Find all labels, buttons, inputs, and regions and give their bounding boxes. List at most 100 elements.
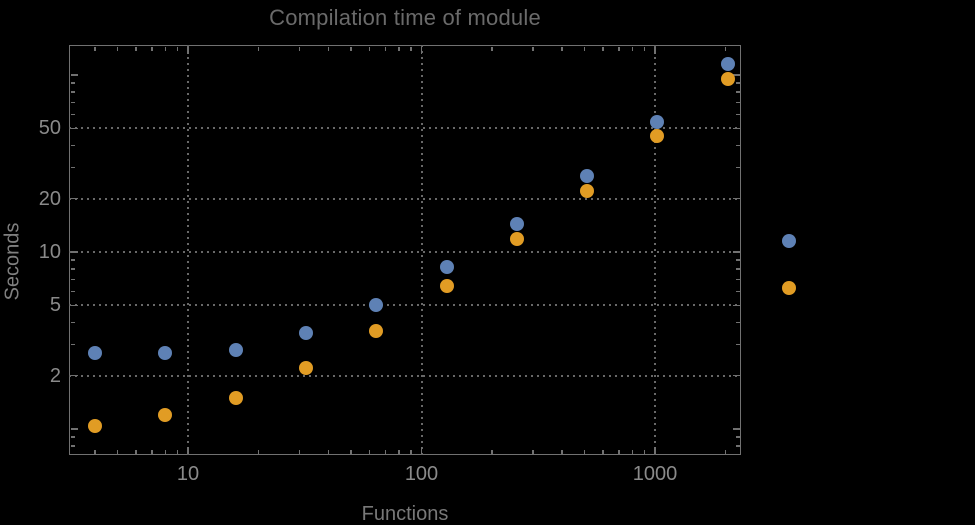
gridline-x-10 [187, 45, 189, 455]
x-minor-tick-5 [116, 46, 119, 51]
x-minor-tick-200 [491, 449, 493, 454]
x-minor-tick-40 [327, 46, 330, 51]
y-major-tick-50 [70, 127, 78, 130]
y-minor-tick-0.8 [735, 445, 740, 447]
x-minor-tick-40 [327, 449, 330, 454]
data-point-orange [720, 71, 735, 86]
gridline-y-5 [69, 304, 741, 307]
x-minor-tick-900 [643, 46, 646, 51]
x-minor-tick-20 [257, 46, 260, 51]
y-minor-tick-0.9 [70, 436, 75, 438]
y-major-tick-50 [732, 127, 740, 130]
y-minor-tick-40 [70, 144, 75, 147]
data-point-orange [158, 407, 173, 422]
y-minor-tick-90 [735, 82, 740, 84]
data-point-orange [298, 361, 313, 376]
y-minor-tick-60 [70, 113, 75, 116]
data-point-orange [650, 129, 665, 144]
x-minor-tick-7 [151, 46, 153, 51]
data-point-orange [439, 279, 454, 294]
y-minor-tick-0.8 [70, 445, 75, 447]
data-point-blue [509, 216, 524, 231]
x-major-tick-100 [420, 446, 423, 454]
x-minor-tick-70 [384, 449, 387, 454]
x-axis-label: Functions [361, 503, 449, 525]
y-tick-label-5: 5 [49, 294, 61, 317]
y-minor-tick-8 [735, 268, 740, 270]
x-major-tick-100 [420, 46, 423, 54]
x-minor-tick-9 [176, 449, 179, 454]
y-minor-tick-80 [735, 91, 740, 93]
legend-marker-blue [782, 234, 796, 248]
x-minor-tick-2000 [724, 449, 727, 454]
y-tick-label-20: 20 [38, 187, 61, 210]
y-tick-label-10: 10 [38, 241, 61, 263]
x-minor-tick-600 [602, 449, 604, 454]
gridline-y-10 [69, 251, 741, 253]
y-decade-tick-1 [732, 428, 740, 430]
x-minor-tick-4 [94, 46, 96, 51]
x-minor-tick-900 [643, 449, 646, 454]
data-point-orange [580, 184, 595, 199]
y-tick-label-50: 50 [38, 117, 61, 140]
data-point-blue [650, 115, 665, 130]
x-minor-tick-90 [410, 46, 412, 51]
y-major-tick-5 [70, 304, 78, 307]
y-minor-tick-40 [735, 144, 740, 147]
x-minor-tick-50 [350, 449, 352, 454]
x-minor-tick-30 [298, 449, 301, 454]
x-minor-tick-700 [618, 449, 620, 454]
x-minor-tick-200 [491, 46, 493, 51]
x-minor-tick-60 [368, 46, 371, 51]
y-minor-tick-4 [70, 321, 75, 324]
y-minor-tick-70 [70, 101, 75, 104]
y-decade-tick-1 [70, 428, 78, 430]
x-minor-tick-800 [631, 46, 634, 51]
x-minor-tick-400 [561, 46, 563, 51]
y-minor-tick-4 [735, 321, 740, 324]
gridline-y-50 [69, 127, 741, 130]
x-minor-tick-9 [176, 46, 179, 51]
x-major-tick-10 [187, 46, 189, 54]
data-point-orange [369, 323, 384, 338]
x-minor-tick-8 [164, 46, 167, 51]
data-point-orange [509, 232, 524, 247]
y-major-tick-20 [732, 197, 740, 200]
y-decade-tick-100 [70, 74, 78, 76]
x-minor-tick-6 [135, 46, 137, 51]
y-minor-tick-80 [70, 91, 75, 93]
data-point-orange [228, 390, 243, 405]
y-minor-tick-8 [70, 268, 75, 270]
y-minor-tick-30 [735, 166, 740, 169]
x-minor-tick-300 [532, 449, 534, 454]
y-minor-tick-6 [735, 290, 740, 292]
y-minor-tick-90 [70, 82, 75, 84]
x-minor-tick-400 [561, 449, 563, 454]
x-minor-tick-500 [583, 449, 586, 454]
y-tick-label-2: 2 [49, 364, 61, 387]
data-point-blue [228, 342, 243, 357]
x-minor-tick-8 [164, 449, 167, 454]
x-minor-tick-2000 [724, 46, 727, 51]
y-major-tick-2 [70, 374, 78, 377]
y-minor-tick-9 [735, 259, 740, 261]
y-major-tick-20 [70, 197, 78, 200]
y-minor-tick-3 [70, 343, 75, 346]
gridline-x-100 [420, 45, 423, 455]
x-minor-tick-4 [94, 449, 96, 454]
x-minor-tick-700 [618, 46, 620, 51]
x-minor-tick-300 [532, 46, 534, 51]
x-minor-tick-80 [398, 449, 400, 454]
x-minor-tick-500 [583, 46, 586, 51]
x-minor-tick-7 [151, 449, 153, 454]
y-minor-tick-70 [735, 101, 740, 104]
gridline-y-2 [69, 374, 741, 377]
x-minor-tick-50 [350, 46, 352, 51]
y-major-tick-2 [732, 374, 740, 377]
gridline-x-1000 [654, 45, 656, 455]
x-minor-tick-80 [398, 46, 400, 51]
x-major-tick-1000 [654, 446, 656, 454]
x-tick-label-100: 100 [404, 463, 439, 485]
y-minor-tick-7 [70, 278, 75, 281]
